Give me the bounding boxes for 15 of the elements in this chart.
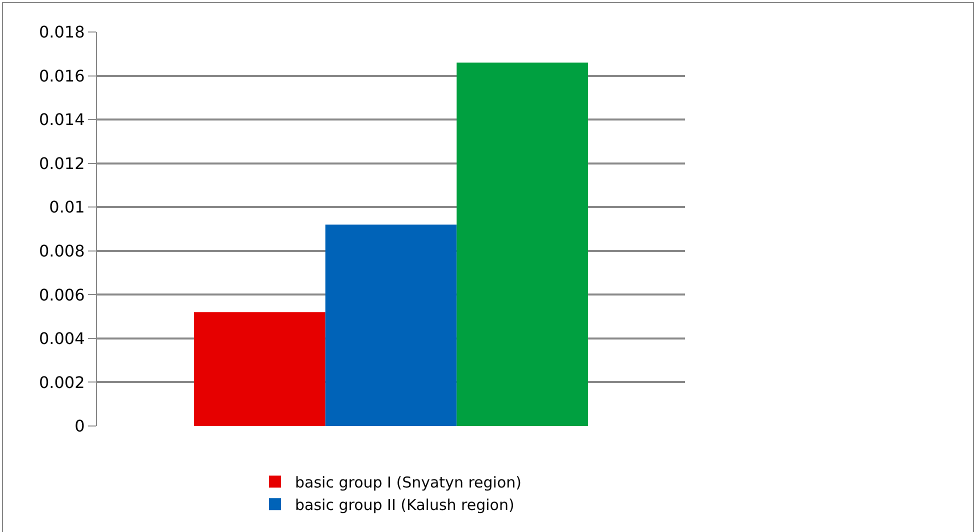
bar (194, 312, 326, 426)
y-tick-label: 0.004 (38, 329, 85, 348)
y-tick-label: 0.016 (38, 66, 85, 86)
y-tick-label: 0.01 (49, 198, 85, 217)
legend-label: basic group II (Kalush region) (295, 496, 514, 514)
y-tick-label: 0.018 (38, 22, 85, 42)
legend-label: basic group I (Snyatyn region) (295, 474, 522, 492)
y-tick-label: 0.006 (38, 285, 85, 304)
y-tick-label: 0.008 (38, 241, 85, 260)
y-tick-label: 0.012 (38, 154, 85, 173)
y-tick-label: 0 (74, 416, 85, 436)
bar (456, 62, 588, 426)
y-tick-label: 0.014 (38, 110, 85, 130)
bar (325, 224, 457, 426)
y-tick-label: 0.002 (38, 372, 85, 392)
